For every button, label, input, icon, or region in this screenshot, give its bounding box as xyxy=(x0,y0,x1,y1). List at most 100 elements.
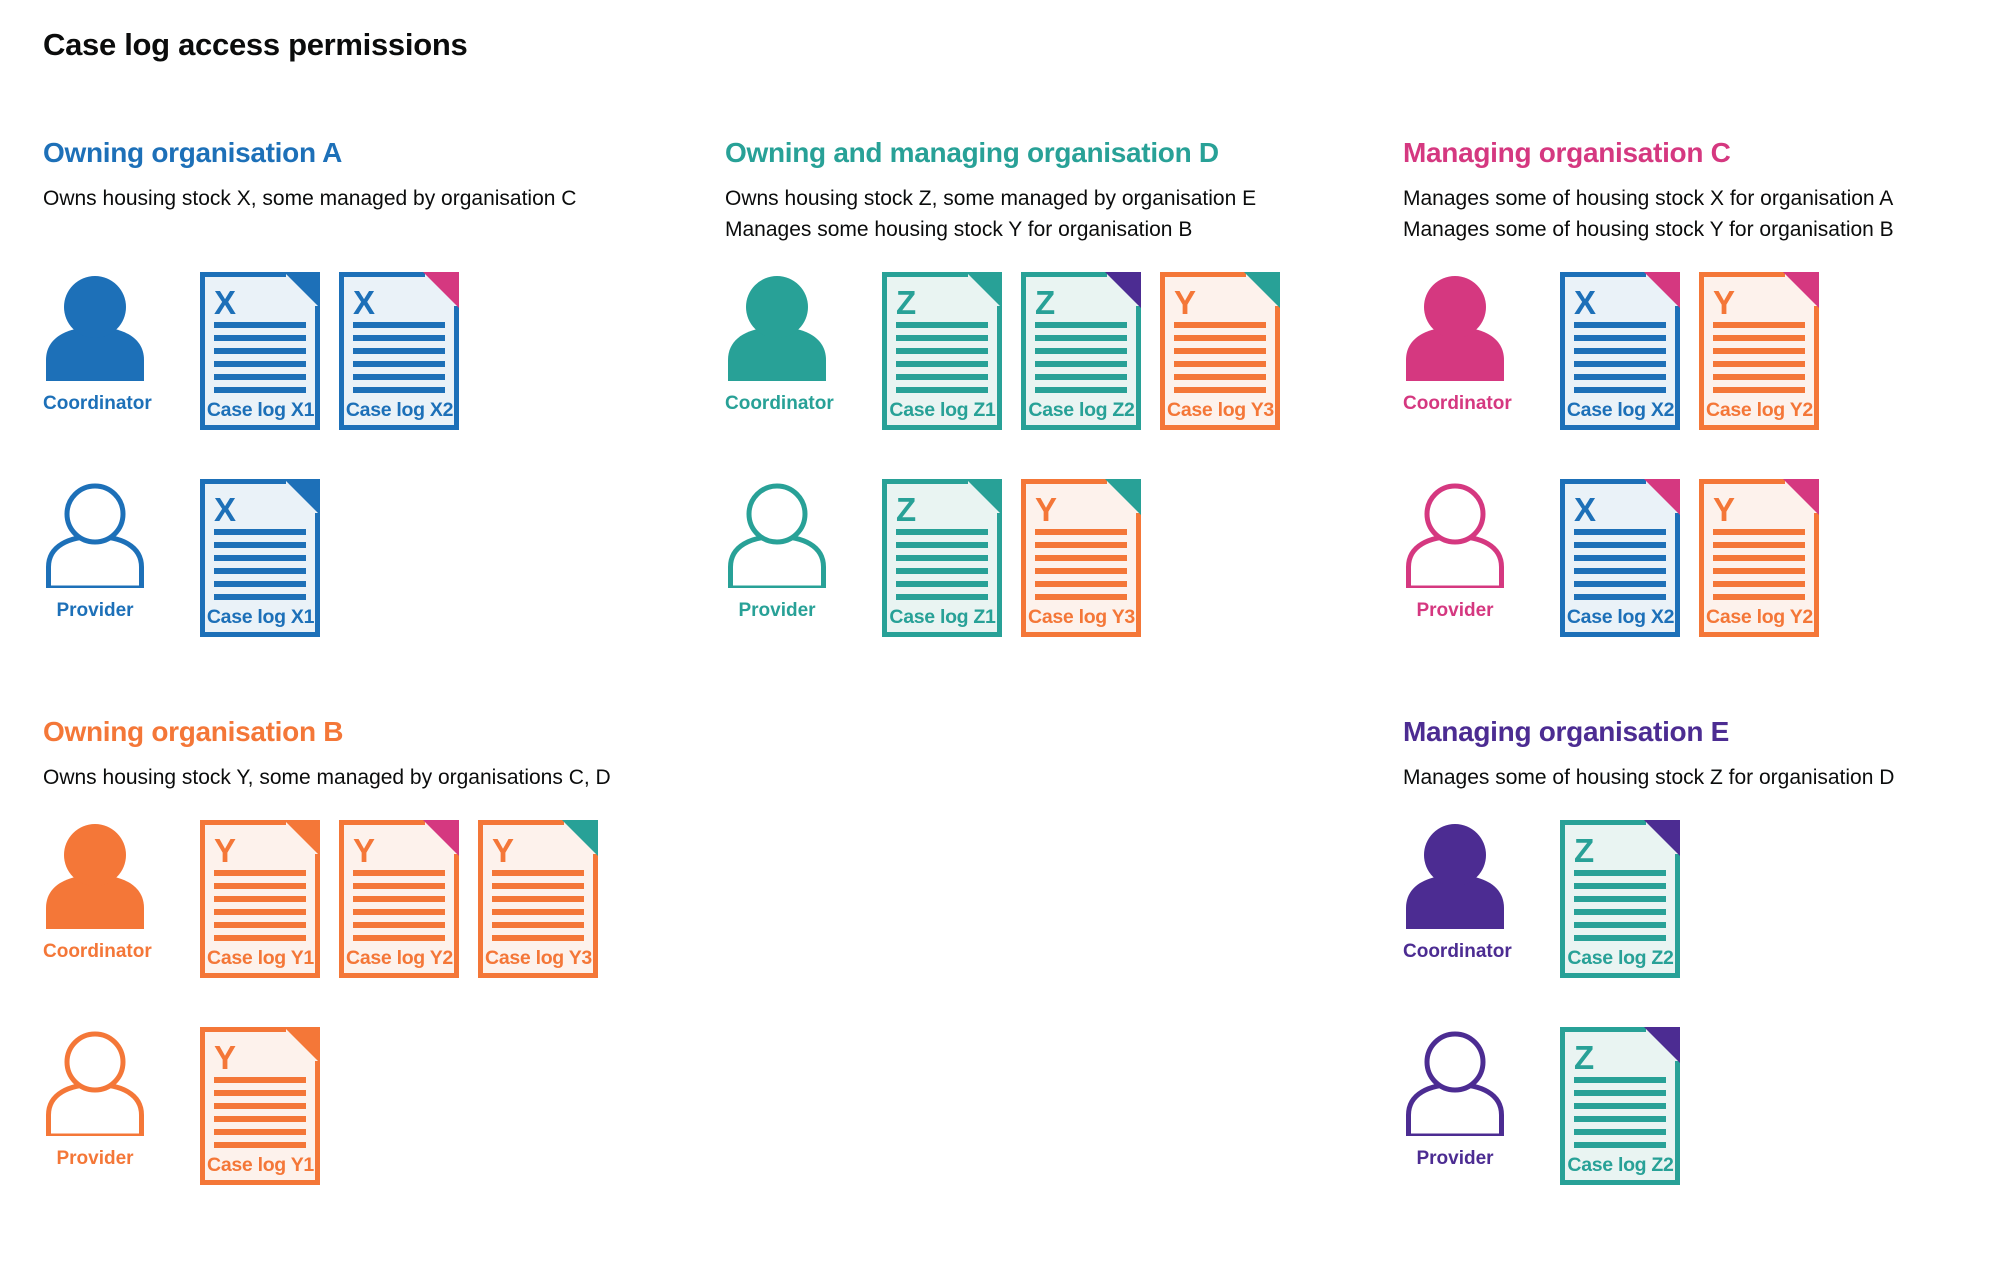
role-label: Provider xyxy=(56,1148,134,1169)
doc-folded-corner xyxy=(1105,479,1141,515)
doc-border xyxy=(1021,479,1141,637)
doc-text-line xyxy=(1574,542,1666,548)
doc-text-line xyxy=(492,870,584,876)
doc-text-line xyxy=(214,529,306,535)
doc-label: Case log Y1 xyxy=(207,1154,314,1176)
doc-text-line xyxy=(896,542,988,548)
section-description-line: Owns housing stock Y, some managed by or… xyxy=(43,766,611,789)
doc-folded-corner xyxy=(1644,272,1680,308)
doc-stock-letter: Y xyxy=(1035,491,1057,528)
doc-label: Case log X1 xyxy=(207,399,315,421)
person-block: Provider xyxy=(1403,479,1560,622)
doc-border xyxy=(200,479,320,637)
provider-person-icon xyxy=(1406,483,1504,588)
doc-label: Case log X2 xyxy=(346,399,454,421)
doc-folded-corner xyxy=(423,820,459,856)
doc-text-line xyxy=(896,348,988,354)
doc-text-line xyxy=(214,1103,306,1109)
doc-text-line xyxy=(214,374,306,380)
doc-border xyxy=(882,479,1002,637)
person: Provider xyxy=(43,483,147,622)
provider-person-icon xyxy=(728,483,826,588)
coordinator-row: Coordinator Y Case log Y1 Y Case log Y2 Y Case… xyxy=(43,820,715,978)
doc-stock-letter: Z xyxy=(1574,832,1594,869)
doc-text-line xyxy=(214,1090,306,1096)
doc-border xyxy=(1560,1027,1680,1185)
doc-text-line xyxy=(1174,335,1266,341)
coordinator-row: Coordinator Z Case log Z2 xyxy=(1403,820,2000,978)
permission-rows: Coordinator Z Case log Z2 Provider Z Case log… xyxy=(1403,820,2000,1185)
person-body xyxy=(1406,327,1504,381)
case-log-docs: Z Case log Z2 xyxy=(1560,1027,1680,1185)
doc-folded-corner xyxy=(1644,479,1680,515)
doc-text-line xyxy=(1574,1129,1666,1135)
doc-stock-letter: Y xyxy=(214,832,236,869)
doc-text-line xyxy=(1035,594,1127,600)
doc-text-line xyxy=(353,922,445,928)
doc-text-line xyxy=(1713,335,1805,341)
doc-text-line xyxy=(1713,374,1805,380)
person-block: Coordinator xyxy=(43,272,200,415)
section-heading: Managing organisation E xyxy=(1403,716,1730,747)
doc-text-line xyxy=(214,555,306,561)
person-block: Coordinator xyxy=(43,820,200,963)
doc-folded-corner xyxy=(1644,820,1680,856)
doc-text-line xyxy=(1574,322,1666,328)
doc-border xyxy=(200,1027,320,1185)
doc-text-line xyxy=(1574,555,1666,561)
doc-text-line xyxy=(492,935,584,941)
section-description: Owns housing stock Z, some managed by or… xyxy=(725,183,1397,245)
doc-text-line xyxy=(214,1142,306,1148)
doc-folded-corner xyxy=(966,272,1002,308)
doc-text-line xyxy=(214,1077,306,1083)
person-head xyxy=(64,1031,126,1093)
section-description-line: Manages some of housing stock Y for orga… xyxy=(1403,218,1894,241)
doc-folded-corner xyxy=(1105,272,1141,308)
doc-label: Case log Y2 xyxy=(1706,606,1813,628)
doc-text-line xyxy=(896,594,988,600)
doc-text-line xyxy=(1713,555,1805,561)
doc-stock-letter: Y xyxy=(1713,491,1735,528)
permission-rows: Coordinator X Case log X1 X Case log X2 Provi… xyxy=(43,272,715,637)
provider-row: Provider Z Case log Z2 xyxy=(1403,1027,2000,1185)
doc-folded-corner xyxy=(284,820,320,856)
doc-label: Case log Y3 xyxy=(1167,399,1274,421)
doc-border xyxy=(478,820,598,978)
person: Provider xyxy=(1403,483,1507,622)
doc-text-line xyxy=(214,870,306,876)
section-org-e: Managing organisation E Manages some of h… xyxy=(1403,715,2000,1185)
case-log-doc: X Case log X1 xyxy=(200,272,320,430)
doc-text-line xyxy=(214,581,306,587)
role-label: Coordinator xyxy=(725,393,834,414)
doc-border xyxy=(1699,272,1819,430)
doc-text-line xyxy=(1713,568,1805,574)
doc-label: Case log Z2 xyxy=(1567,947,1674,969)
provider-person-icon xyxy=(1406,1031,1504,1136)
section-heading: Owning and managing organisation D xyxy=(725,137,1219,168)
doc-text-line xyxy=(214,348,306,354)
doc-text-line xyxy=(214,922,306,928)
doc-folded-corner xyxy=(284,272,320,308)
doc-text-line xyxy=(1574,568,1666,574)
doc-text-line xyxy=(1574,1090,1666,1096)
doc-text-line xyxy=(1035,555,1127,561)
case-log-doc: Y Case log Y1 xyxy=(200,1027,320,1185)
section-org-c: Managing organisation C Manages some of h… xyxy=(1403,136,2000,637)
section-description-line: Owns housing stock Z, some managed by or… xyxy=(725,187,1257,210)
section-description: Manages some of housing stock Z for orga… xyxy=(1403,762,2000,793)
case-log-doc: X Case log X2 xyxy=(1560,479,1680,637)
doc-text-line xyxy=(896,581,988,587)
person-block: Coordinator xyxy=(1403,272,1560,415)
case-log-doc: Z Case log Z2 xyxy=(1021,272,1141,430)
section-org-a: Owning organisation A Owns housing stock … xyxy=(43,136,715,637)
person: Provider xyxy=(725,483,829,622)
doc-text-line xyxy=(492,883,584,889)
doc-stock-letter: X xyxy=(1574,284,1596,321)
doc-text-line xyxy=(1574,374,1666,380)
coordinator-person-icon xyxy=(728,276,826,381)
doc-border xyxy=(339,272,459,430)
role-label: Coordinator xyxy=(43,941,152,962)
doc-stock-letter: Y xyxy=(1174,284,1196,321)
doc-stock-letter: Z xyxy=(1035,284,1055,321)
